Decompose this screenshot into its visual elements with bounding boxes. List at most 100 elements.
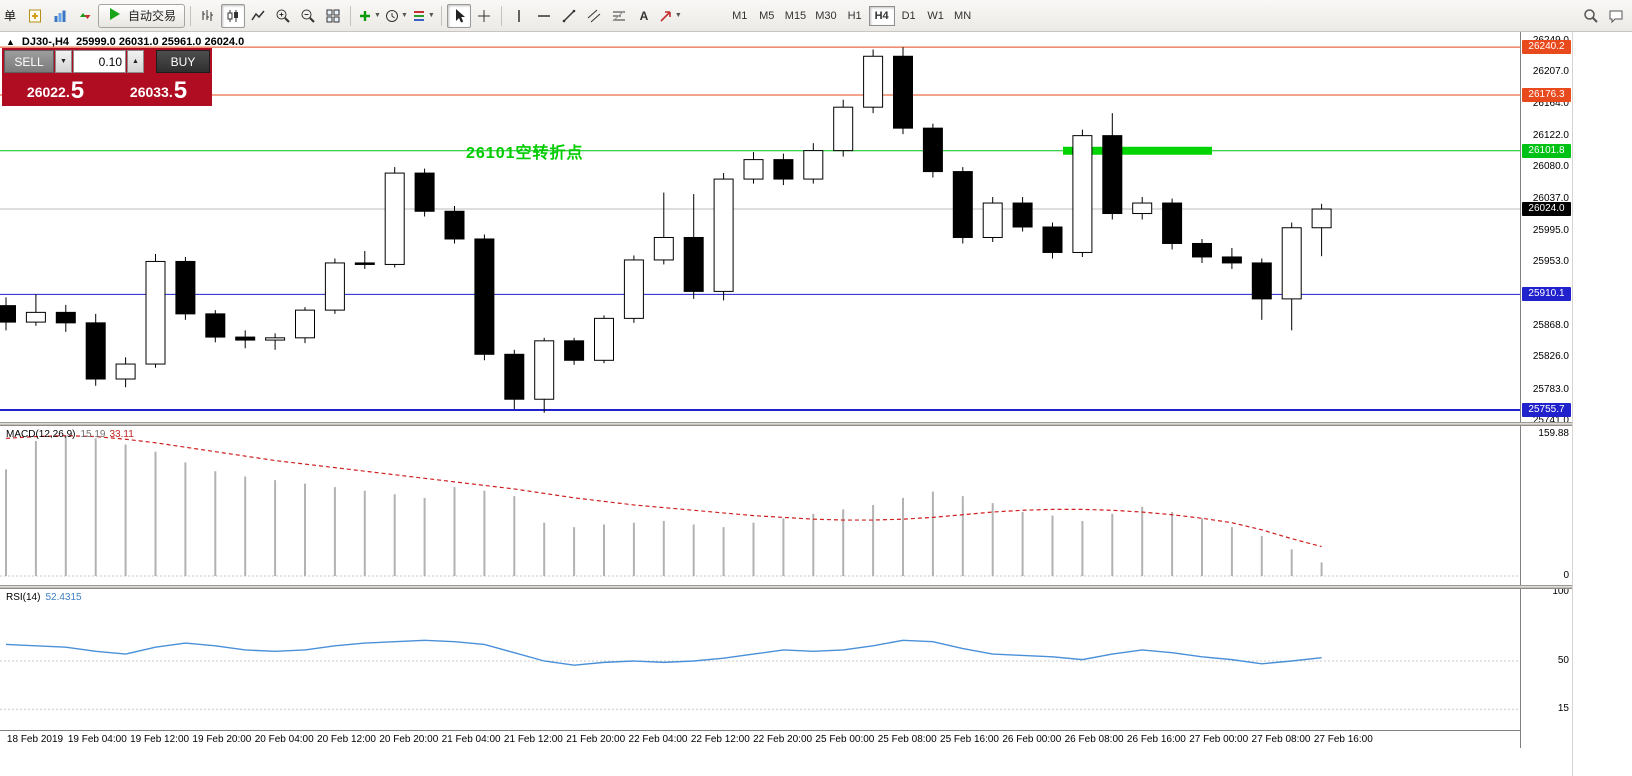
- candle[interactable]: [922, 127, 943, 173]
- buy-price[interactable]: 26033. 5: [129, 77, 188, 104]
- sell-price[interactable]: 26022. 5: [26, 77, 85, 104]
- candle[interactable]: [474, 238, 495, 355]
- vertical-line-button[interactable]: [507, 4, 531, 28]
- candle[interactable]: [1281, 227, 1302, 300]
- candle[interactable]: [1162, 202, 1183, 244]
- panel-resize-separator[interactable]: [0, 422, 1572, 426]
- zoom-out-button[interactable]: [296, 4, 320, 28]
- macd-svg[interactable]: [0, 426, 1520, 585]
- timeframe-d1-button[interactable]: D1: [896, 6, 922, 26]
- candle[interactable]: [444, 210, 465, 240]
- one-click-toggle-icon[interactable]: ▲: [6, 37, 15, 47]
- charts-button[interactable]: [48, 4, 72, 28]
- market-watch-button[interactable]: [73, 4, 97, 28]
- chevron-down-icon[interactable]: ▼: [374, 12, 381, 19]
- candle[interactable]: [504, 353, 525, 400]
- candle[interactable]: [893, 55, 913, 129]
- candle[interactable]: [952, 171, 973, 238]
- rsi-indicator-panel[interactable]: [0, 589, 1520, 730]
- horizontal-line-button[interactable]: [532, 4, 556, 28]
- fibonacci-button[interactable]: [607, 4, 631, 28]
- candle[interactable]: [295, 309, 315, 339]
- equidistant-channel-button[interactable]: [582, 4, 606, 28]
- candle[interactable]: [1042, 226, 1063, 253]
- candle[interactable]: [175, 260, 196, 315]
- candle[interactable]: [1311, 208, 1332, 229]
- bar-chart-button[interactable]: [196, 4, 220, 28]
- timeframe-m15-button[interactable]: M15: [781, 6, 810, 26]
- price-chart-panel[interactable]: [0, 32, 1520, 422]
- cursor-button[interactable]: [446, 3, 471, 28]
- volume-up-button[interactable]: ▲: [127, 50, 144, 73]
- price-chart-svg[interactable]: [0, 32, 1520, 422]
- line-chart-button[interactable]: [246, 4, 270, 28]
- new-order-button[interactable]: [23, 4, 47, 28]
- chat-button[interactable]: [1604, 4, 1628, 28]
- candle[interactable]: [414, 172, 435, 212]
- timeframe-m5-button[interactable]: M5: [754, 6, 780, 26]
- buy-button[interactable]: BUY: [156, 50, 210, 73]
- candle[interactable]: [324, 262, 345, 311]
- text-button[interactable]: A: [632, 4, 656, 28]
- candle[interactable]: [1192, 242, 1212, 258]
- candle[interactable]: [773, 159, 794, 180]
- candle[interactable]: [594, 317, 614, 361]
- candle[interactable]: [235, 336, 256, 341]
- candle[interactable]: [1072, 135, 1093, 253]
- periods-button[interactable]: ▼: [383, 4, 409, 28]
- chevron-down-icon[interactable]: ▼: [674, 12, 682, 19]
- search-button[interactable]: [1579, 4, 1603, 28]
- candle[interactable]: [1102, 135, 1123, 215]
- candle[interactable]: [534, 340, 555, 400]
- volume-input[interactable]: [73, 50, 126, 73]
- candle[interactable]: [1221, 256, 1242, 264]
- menu-fragment[interactable]: 单: [4, 9, 17, 23]
- timeframe-mn-button[interactable]: MN: [950, 6, 976, 26]
- candle[interactable]: [833, 106, 854, 152]
- candle[interactable]: [743, 159, 764, 180]
- chevron-down-icon[interactable]: ▼: [427, 12, 435, 19]
- candle[interactable]: [713, 178, 734, 292]
- crosshair-button[interactable]: [472, 4, 496, 28]
- tile-windows-button[interactable]: [321, 4, 345, 28]
- volume-dropdown-button[interactable]: ▼: [55, 50, 72, 73]
- candle[interactable]: [0, 305, 16, 323]
- candle[interactable]: [25, 311, 46, 323]
- candle[interactable]: [145, 260, 166, 365]
- candle[interactable]: [384, 172, 405, 265]
- timeframe-h1-button[interactable]: H1: [842, 6, 868, 26]
- one-click-trading-panel[interactable]: SELL ▼ ▲ BUY 26022.5 26033.5: [2, 48, 212, 106]
- indicators-button[interactable]: ▼: [356, 4, 382, 28]
- zoom-in-button[interactable]: [271, 4, 295, 28]
- candle[interactable]: [683, 236, 704, 292]
- candle[interactable]: [85, 322, 106, 380]
- candle[interactable]: [653, 236, 674, 261]
- chart-window[interactable]: [0, 32, 1520, 776]
- candle[interactable]: [1132, 202, 1153, 215]
- rsi-svg[interactable]: [0, 589, 1520, 730]
- timeframe-h4-button[interactable]: H4: [868, 5, 895, 26]
- timeframe-m1-button[interactable]: M1: [727, 6, 753, 26]
- candle[interactable]: [803, 150, 824, 180]
- arrows-button[interactable]: ▼: [657, 4, 683, 28]
- candle[interactable]: [982, 202, 1003, 238]
- auto-trading-button[interactable]: 自动交易: [98, 3, 186, 28]
- candle[interactable]: [55, 311, 76, 324]
- pivot-line-segment[interactable]: [1063, 146, 1212, 155]
- chevron-down-icon[interactable]: ▼: [400, 12, 408, 19]
- candle[interactable]: [623, 259, 644, 319]
- timeframe-w1-button[interactable]: W1: [923, 6, 949, 26]
- candle[interactable]: [1251, 262, 1272, 300]
- pivot-annotation-text[interactable]: 26101空转折点: [466, 145, 584, 162]
- candle[interactable]: [354, 262, 375, 265]
- price-axis[interactable]: 26249.0 26207.0 26164.0 26122.0 26080.0 26037…: [1520, 32, 1572, 748]
- macd-indicator-panel[interactable]: [0, 426, 1520, 585]
- candle[interactable]: [1012, 202, 1033, 228]
- candlestick-chart-button[interactable]: [221, 3, 246, 28]
- timeframe-m30-button[interactable]: M30: [811, 6, 840, 26]
- candle[interactable]: [564, 340, 585, 361]
- trendline-button[interactable]: [557, 4, 581, 28]
- candle[interactable]: [265, 337, 286, 341]
- templates-button[interactable]: ▼: [410, 4, 436, 28]
- candle[interactable]: [863, 55, 884, 108]
